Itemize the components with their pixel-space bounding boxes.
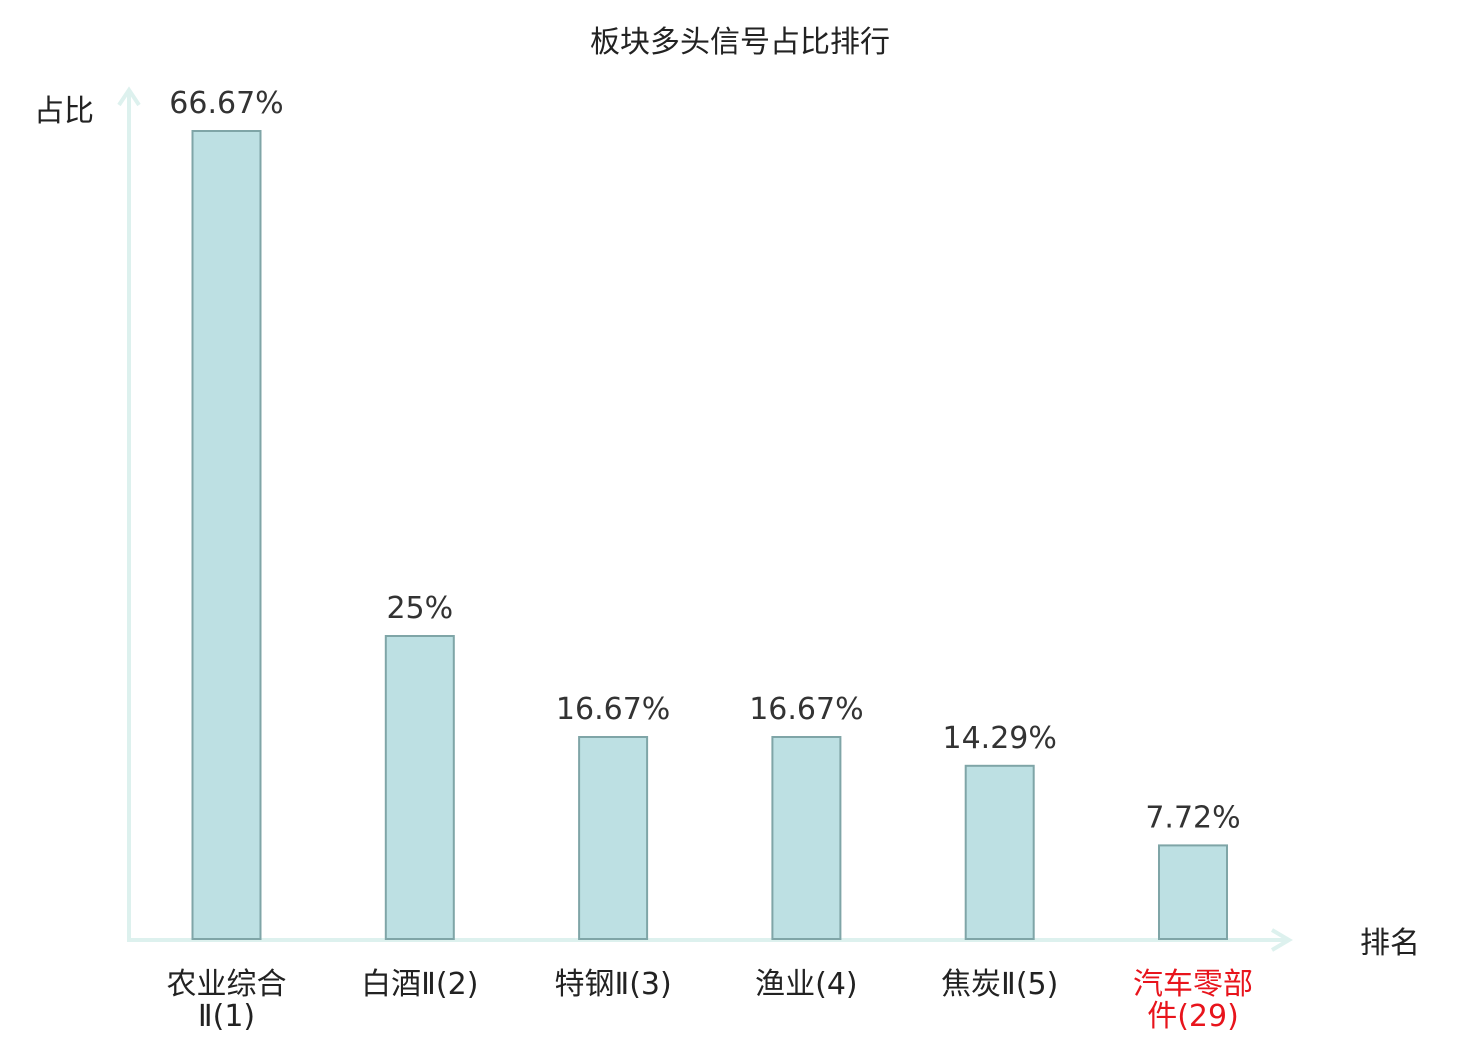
category-label-line: Ⅱ(1) <box>198 999 255 1034</box>
category-label-line: 焦炭Ⅱ(5) <box>941 967 1058 1002</box>
category-labels-group: 农业综合 Ⅱ(1) 白酒Ⅱ(2) 特钢Ⅱ(3) 渔业(4) 焦炭Ⅱ(5) 汽车零部件(29) <box>167 967 1254 1034</box>
bar-value-label: 7.72% <box>1145 800 1240 835</box>
bar <box>964 764 1035 940</box>
category-label-line: 件(29) <box>1147 999 1239 1034</box>
x-axis-title: 排名 <box>1360 926 1420 961</box>
bars-group <box>191 130 1228 941</box>
category-label-line: 渔业(4) <box>755 967 858 1002</box>
bar-value-label: 16.67% <box>556 692 670 727</box>
category-label: 农业综合 Ⅱ(1) <box>167 967 287 1034</box>
bar <box>1158 844 1228 941</box>
y-axis-arrow <box>117 86 141 107</box>
category-label-line: 特钢Ⅱ(3) <box>554 967 671 1002</box>
y-axis-title: 占比 <box>34 94 94 129</box>
category-label: 渔业(4) <box>755 967 858 1002</box>
bar <box>578 736 649 940</box>
category-label: 焦炭Ⅱ(5) <box>941 967 1058 1002</box>
value-labels-group: 66.67% 25% 16.67% 16.67% 14.29% 7.72% <box>169 86 1240 835</box>
bar-value-label: 25% <box>386 591 453 626</box>
y-axis: 占比 <box>34 86 141 940</box>
bar-value-label: 16.67% <box>749 692 863 727</box>
category-label-line: 白酒Ⅱ(2) <box>361 967 478 1002</box>
x-axis: 排名 <box>127 926 1420 961</box>
chart-title: 板块多头信号占比排行 <box>590 25 890 60</box>
category-label-line: 汽车零部 <box>1133 967 1253 1002</box>
category-label-line: 农业综合 <box>167 967 287 1002</box>
x-axis-arrow <box>1270 928 1293 952</box>
category-label: 汽车零部件(29) <box>1133 967 1253 1034</box>
category-label: 特钢Ⅱ(3) <box>554 967 671 1002</box>
category-label: 白酒Ⅱ(2) <box>361 967 478 1002</box>
bar <box>384 635 455 940</box>
bar-value-label: 14.29% <box>943 721 1057 756</box>
bar <box>771 736 842 940</box>
bar-value-label: 66.67% <box>169 86 283 121</box>
bar <box>191 130 262 940</box>
